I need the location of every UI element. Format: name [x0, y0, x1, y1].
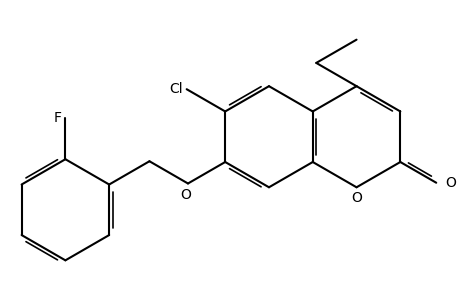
Text: O: O [444, 176, 455, 190]
Text: Cl: Cl [168, 82, 182, 96]
Text: O: O [179, 188, 190, 202]
Text: O: O [350, 191, 361, 206]
Text: F: F [53, 111, 61, 125]
